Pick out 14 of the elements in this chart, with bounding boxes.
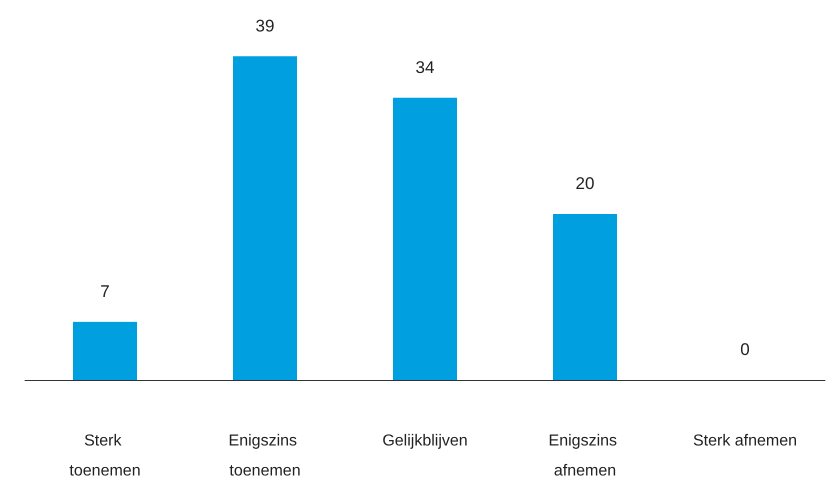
x-tick-label: Enigszins afnemen bbox=[548, 432, 622, 480]
x-tick-label: Enigszins toenemen bbox=[228, 432, 302, 480]
x-tick-label: Sterk toenemen bbox=[69, 432, 141, 480]
x-tick-label: Gelijkblijven bbox=[382, 432, 468, 450]
bar bbox=[553, 214, 617, 380]
data-label: 7 bbox=[100, 282, 110, 301]
data-label: 20 bbox=[576, 174, 594, 193]
x-tick-label: Sterk afnemen bbox=[692, 432, 798, 450]
bar bbox=[393, 98, 457, 380]
bar bbox=[233, 56, 297, 380]
data-label: 0 bbox=[740, 340, 750, 359]
bar bbox=[73, 322, 137, 380]
data-label: 39 bbox=[256, 16, 274, 36]
data-label: 34 bbox=[416, 58, 434, 77]
